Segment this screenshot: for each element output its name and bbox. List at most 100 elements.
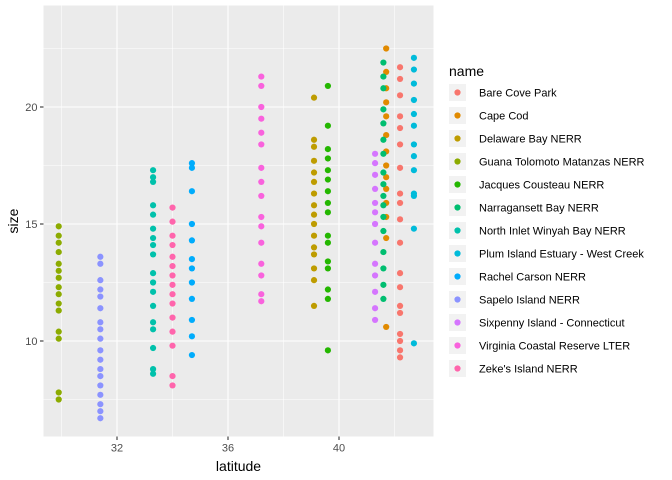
series-8	[188, 160, 196, 359]
data-point	[380, 120, 387, 127]
data-point	[380, 73, 387, 80]
legend-label: Guana Tolomoto Matanzas NERR	[479, 157, 645, 169]
x-tick-label: 40	[333, 443, 345, 455]
data-point	[396, 330, 404, 338]
data-point	[258, 272, 265, 279]
legend-key	[454, 342, 461, 349]
data-point	[169, 328, 176, 335]
data-point	[380, 85, 387, 92]
data-point	[97, 408, 104, 415]
data-point	[258, 141, 265, 148]
legend-key	[454, 365, 461, 372]
data-point	[310, 190, 318, 197]
data-point	[55, 328, 62, 335]
data-point	[149, 344, 157, 352]
legend-key	[454, 227, 461, 234]
data-point	[97, 293, 104, 300]
legend-label: Narragansett Bay NERR	[479, 203, 599, 215]
data-point	[371, 305, 379, 312]
legend-label: North Inlet Winyah Bay NERR	[479, 226, 626, 238]
data-point	[97, 260, 104, 267]
data-point	[396, 164, 404, 171]
data-point	[258, 239, 265, 246]
series-4	[324, 82, 331, 354]
legend-key	[454, 273, 461, 280]
data-point	[380, 281, 387, 288]
data-point	[258, 213, 265, 221]
data-point	[149, 370, 157, 377]
data-point	[324, 155, 331, 162]
data-point	[380, 192, 387, 200]
data-point	[149, 178, 157, 185]
data-point	[169, 281, 176, 288]
data-point	[149, 302, 157, 309]
data-point	[380, 295, 387, 302]
data-point	[55, 284, 62, 291]
legend-label: Cape Cod	[479, 111, 529, 123]
data-point	[149, 279, 157, 286]
data-point	[310, 211, 318, 218]
legend-label: Virginia Coastal Reserve LTER	[479, 341, 630, 353]
data-point	[188, 237, 196, 244]
data-point	[324, 199, 331, 207]
data-point	[396, 141, 404, 148]
data-point	[383, 323, 390, 331]
data-point	[396, 284, 404, 291]
data-point	[97, 286, 104, 293]
legend-label: Bare Cove Park	[479, 88, 557, 100]
data-point	[188, 295, 196, 302]
data-point	[97, 382, 104, 389]
y-tick-label: 10	[25, 336, 37, 348]
data-points	[55, 45, 418, 422]
data-point	[97, 347, 104, 354]
y-tick-label: 15	[25, 219, 37, 231]
data-point	[371, 209, 379, 216]
legend-key	[454, 89, 461, 96]
data-point	[396, 199, 404, 207]
data-point	[310, 136, 318, 143]
data-point	[396, 124, 404, 132]
data-point	[169, 263, 176, 270]
data-point	[410, 190, 418, 197]
data-point	[258, 164, 265, 171]
legend-key	[454, 204, 461, 211]
data-point	[383, 131, 390, 139]
data-point	[410, 96, 418, 104]
data-point	[383, 174, 390, 181]
legend-key	[454, 135, 461, 142]
data-point	[396, 337, 404, 345]
legend-label: Zeke's Island NERR	[479, 364, 578, 376]
legend-key	[454, 319, 461, 326]
series-7	[410, 54, 418, 347]
data-point	[169, 373, 176, 380]
data-point	[310, 265, 318, 272]
data-point	[97, 391, 104, 398]
data-point	[324, 265, 331, 272]
data-point	[380, 181, 387, 188]
data-point	[310, 277, 318, 284]
data-point	[396, 302, 404, 309]
data-point	[258, 178, 265, 185]
data-point	[396, 113, 404, 120]
data-point	[396, 64, 404, 71]
data-point	[149, 326, 157, 333]
data-point	[380, 227, 387, 235]
data-point	[97, 373, 104, 380]
data-point	[188, 256, 196, 263]
data-point	[410, 225, 418, 232]
y-axis-ticks: 10 15 20	[25, 102, 44, 348]
series-9	[97, 253, 104, 422]
data-point	[149, 365, 157, 373]
data-point	[396, 347, 404, 354]
data-point	[149, 319, 157, 326]
data-point	[55, 396, 62, 403]
data-point	[188, 333, 196, 340]
data-point	[410, 122, 418, 129]
data-point	[324, 188, 331, 195]
data-point	[324, 286, 331, 293]
legend-title: name	[449, 63, 484, 79]
data-point	[149, 225, 157, 232]
legend-key	[454, 296, 461, 303]
data-point	[55, 248, 62, 256]
data-point	[324, 82, 331, 90]
